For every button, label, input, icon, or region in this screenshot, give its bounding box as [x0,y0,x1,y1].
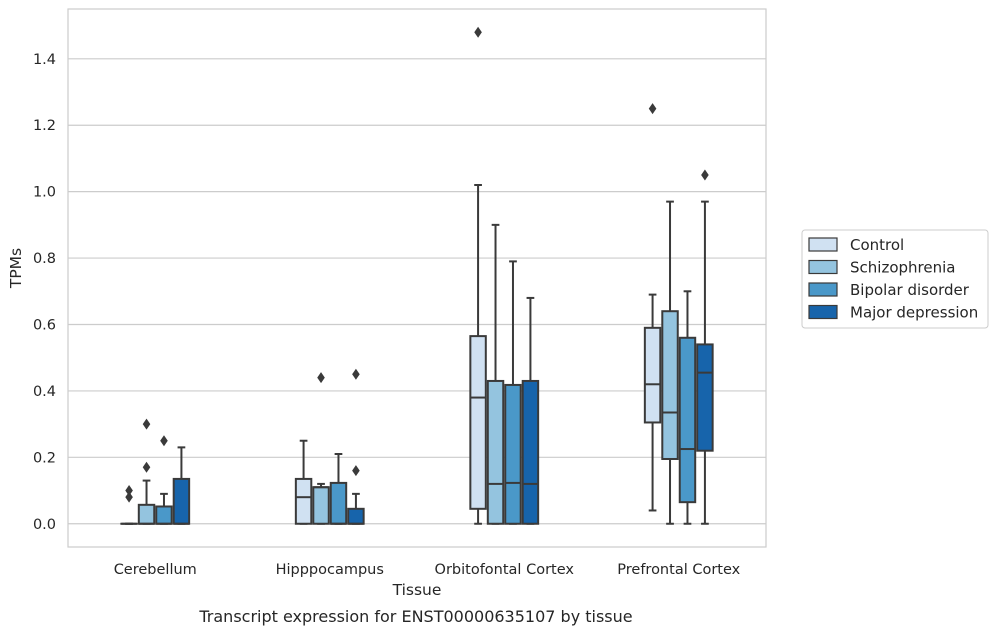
box [696,343,714,452]
outlier-point [160,435,168,447]
y-tick-label: 0.8 [33,251,56,267]
box-group [521,296,540,525]
box [329,481,348,525]
y-tick-label: 0.4 [33,384,56,400]
legend-swatch [808,259,838,275]
x-tick-label: Orbitofontal Cortex [435,562,575,578]
x-axis-ticks: Cerebellum Hipppocampus Orbitofontal Corte… [114,562,741,578]
box [172,477,191,525]
box-group [469,26,487,525]
box [504,383,522,525]
box-group [643,103,662,512]
legend-label: Major depression [850,304,978,322]
legend-swatch [808,304,838,320]
legend-label: Control [850,236,904,254]
chart-caption: Transcript expression for ENST0000063510… [198,607,632,626]
box [137,503,156,525]
box [643,326,662,424]
y-tick-label: 0.0 [33,517,56,533]
outlier-point [125,485,133,497]
box [294,477,313,525]
outlier-point [352,465,360,477]
legend-label: Bipolar disorder [850,281,970,299]
box-group [155,435,173,525]
box-group [172,446,191,525]
y-tick-label: 1.4 [33,52,56,68]
box [678,336,697,504]
outlier-point [648,103,657,115]
x-tick-label: Cerebellum [114,562,197,578]
box [661,310,679,460]
box-group [347,368,365,525]
legend-label: Schizophrenia [850,259,955,277]
legend: Control Schizophrenia Bipolar disorder Majo… [801,229,989,329]
box-group [294,439,313,525]
legend-frame [801,229,989,329]
outlier-point [142,461,151,473]
box-group [329,453,348,525]
grid-lines [68,58,766,525]
box [347,507,365,525]
outlier-point [317,372,325,384]
outlier-point [474,26,482,38]
box [469,335,487,510]
box-group [120,485,138,525]
x-axis-label: Tissue [392,581,442,599]
outlier-point [352,368,360,380]
y-tick-label: 1.2 [33,118,56,134]
y-tick-label: 0.6 [33,317,56,333]
y-axis-label: TPMs [7,248,25,289]
box-group [312,372,330,525]
box [312,486,330,525]
outlier-point [125,491,133,503]
x-tick-label: Prefrontal Cortex [617,562,740,578]
x-tick-label: Hipppocampus [276,562,384,578]
box-group [504,260,522,525]
box-group [696,169,714,525]
box [486,379,505,525]
y-tick-label: 1.0 [33,185,56,201]
y-tick-label: 0.2 [33,450,56,466]
box-group [661,200,679,525]
outlier-point [701,169,709,181]
box-group [678,290,697,525]
box-group [486,223,505,525]
legend-swatch [808,237,838,252]
box [155,505,173,525]
box [521,379,540,525]
legend-swatch [808,282,838,297]
plot-frame [67,8,767,548]
y-axis-ticks: 0.0 0.2 0.4 0.6 0.8 1.0 1.2 1.4 [33,52,56,533]
outlier-point [142,418,151,430]
box-plot-marks [120,26,714,525]
box-group [137,418,156,525]
